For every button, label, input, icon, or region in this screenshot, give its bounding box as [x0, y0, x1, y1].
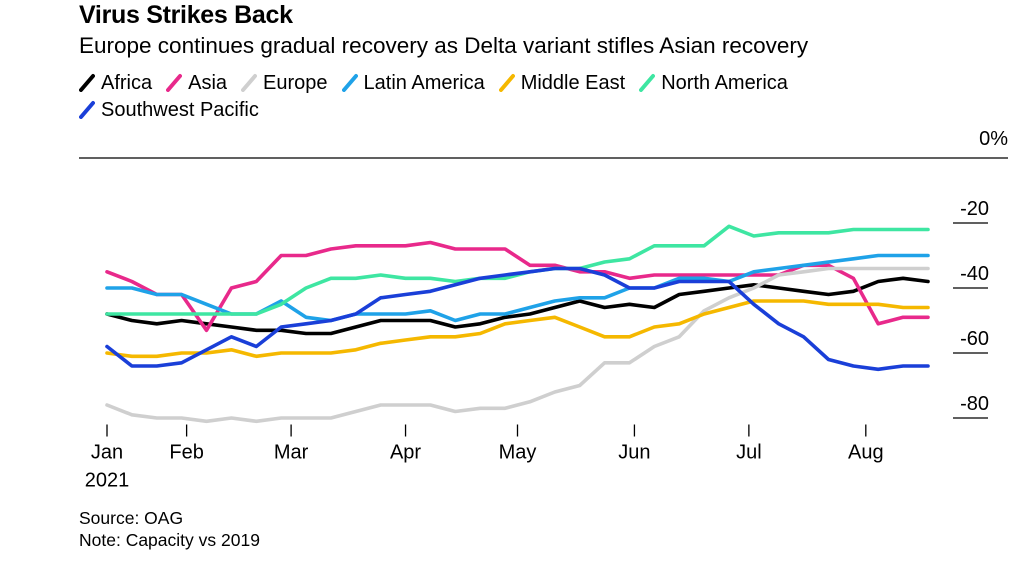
legend-item: North America: [639, 70, 788, 97]
y-tick-label: -20: [960, 198, 989, 220]
line-chart: 0% -20 -40 -60 -80 Jan 2021 Feb Mar Apr May Jun Jul A…: [79, 128, 1008, 492]
chart-subtitle: Europe continues gradual recovery as Del…: [79, 33, 809, 58]
y-tick-label: -40: [960, 263, 989, 285]
legend-label: Asia: [188, 72, 228, 94]
x-tick-label: Feb: [169, 442, 203, 464]
series-line-europe: [105, 266, 930, 424]
y-tick-label: -60: [960, 328, 989, 350]
legend-label: Europe: [263, 72, 328, 94]
y-tick-label: -80: [960, 393, 989, 415]
series-line-southwest-pacific: [105, 266, 930, 372]
legend-swatch: [241, 72, 258, 92]
chart-footer: Source: OAG Note: Capacity vs 2019: [79, 507, 260, 551]
x-tick-label: Mar: [274, 442, 309, 464]
legend-label: Southwest Pacific: [101, 99, 259, 121]
x-tick-label: Jul: [736, 442, 762, 464]
legend-swatch: [79, 99, 95, 119]
legend-swatch: [639, 72, 656, 92]
legend-swatch: [498, 72, 515, 92]
chart-title: Virus Strikes Back: [79, 1, 293, 29]
legend-item: Africa: [79, 70, 152, 97]
legend-item: Asia: [166, 70, 227, 97]
legend-swatch: [79, 72, 95, 92]
series-line-middle-east: [105, 299, 930, 359]
series-line-asia: [105, 240, 930, 333]
legend-item: Europe: [241, 70, 328, 97]
x-tick-label: Apr: [390, 442, 421, 464]
series-line-africa: [105, 276, 930, 336]
legend-swatch: [166, 72, 183, 92]
legend-label: Latin America: [363, 72, 485, 94]
x-tick-label: Jun: [618, 442, 650, 464]
x-tick-label: May: [499, 442, 537, 464]
legend-item: Southwest Pacific: [79, 97, 259, 124]
x-tick-sublabel: 2021: [85, 470, 130, 492]
source-text: Source: OAG: [79, 508, 184, 528]
x-tick-label: Jan: [91, 442, 123, 464]
x-tick-label: Aug: [848, 442, 884, 464]
legend-label: North America: [661, 72, 788, 94]
legend-label: Middle East: [520, 72, 626, 94]
chart-legend: Africa Asia Europe Latin America Middle East…: [79, 70, 959, 124]
legend-label: Africa: [101, 72, 153, 94]
y-tick-label: 0%: [979, 128, 1008, 150]
note-text: Note: Capacity vs 2019: [79, 530, 260, 550]
legend-swatch: [341, 72, 358, 92]
legend-item: Middle East: [498, 70, 626, 97]
legend-item: Latin America: [341, 70, 485, 97]
